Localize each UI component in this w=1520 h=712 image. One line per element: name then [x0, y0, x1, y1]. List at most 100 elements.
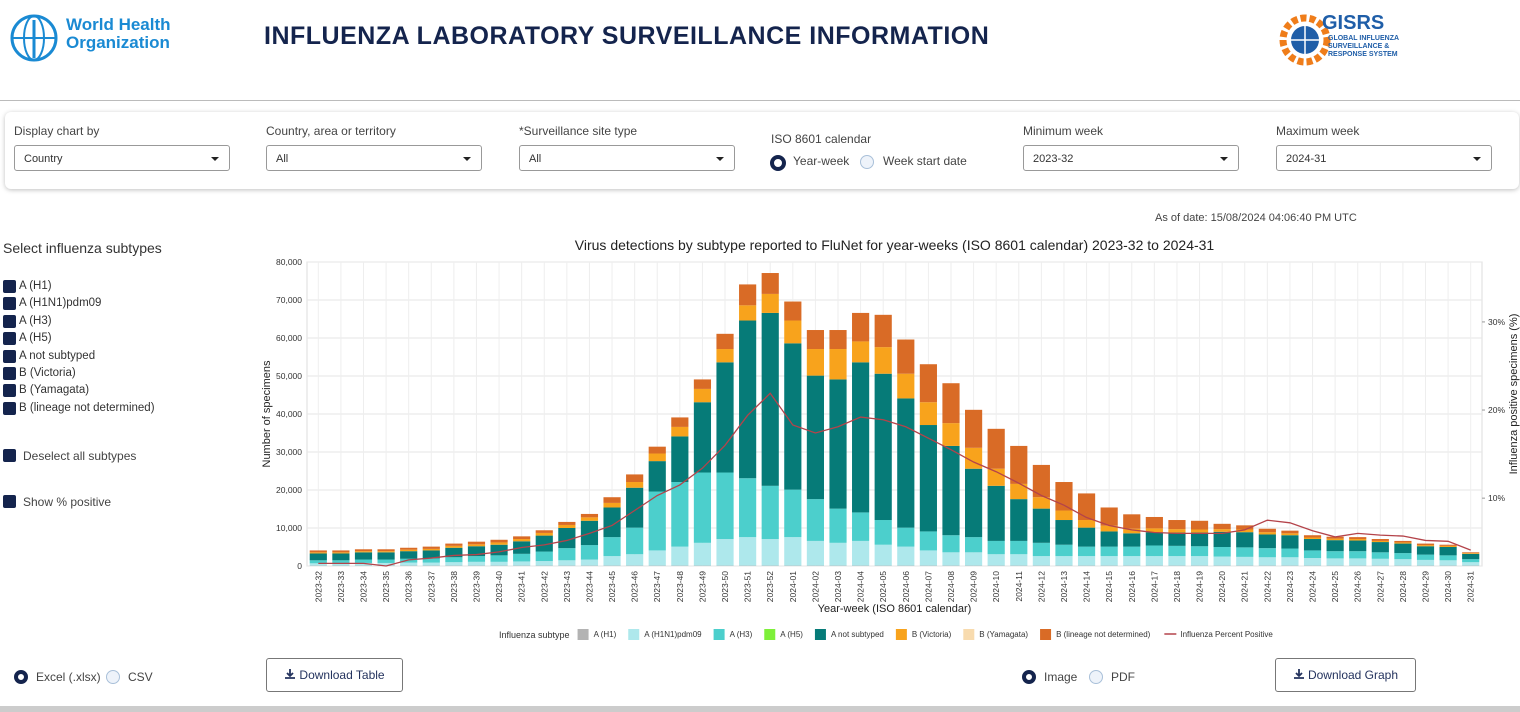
bar-segment	[400, 549, 418, 552]
checkbox[interactable]	[3, 349, 16, 363]
subtype-label[interactable]: B (lineage not determined)	[19, 401, 155, 414]
checkbox[interactable]	[3, 297, 16, 311]
bar-segment	[1258, 548, 1276, 558]
checkbox[interactable]	[3, 401, 16, 415]
show-positive[interactable]: Show % positive	[23, 495, 112, 509]
bar-segment	[535, 551, 553, 562]
radio[interactable]	[1089, 670, 1103, 684]
bar-segment	[806, 330, 824, 350]
bar-segment	[648, 446, 666, 454]
sidebar-title: Select influenza subtypes	[3, 240, 162, 256]
bar-segment	[422, 548, 440, 551]
y-tick-label: 40,000	[276, 409, 302, 419]
bar-segment	[784, 537, 802, 566]
subtype-label[interactable]: B (Victoria)	[19, 367, 76, 379]
bar-segment	[445, 557, 463, 563]
bar-segment	[535, 561, 553, 566]
download-table-button[interactable]: Download Table	[266, 658, 403, 692]
bar-segment	[513, 561, 531, 566]
bar-segment	[1213, 547, 1231, 557]
bar-segment	[761, 485, 779, 540]
checkbox[interactable]	[3, 449, 16, 462]
x-tick-label: 2023-50	[720, 571, 730, 602]
legend-label: A (H5)	[780, 630, 803, 639]
bar-segment	[1394, 543, 1412, 554]
x-tick-label: 2024-07	[923, 571, 933, 602]
checkbox[interactable]	[3, 384, 16, 398]
bar-segment	[332, 553, 350, 561]
bar-segment	[761, 273, 779, 294]
bar-segment	[332, 552, 350, 554]
legend-swatch	[577, 629, 589, 640]
radio-label: Excel (.xlsx)	[36, 670, 101, 684]
checkbox[interactable]	[3, 495, 16, 508]
bar-segment	[1394, 542, 1412, 544]
bar-segment	[806, 540, 824, 566]
bar-segment	[1010, 445, 1028, 484]
bar-segment	[1416, 546, 1435, 555]
legend-label: A (H1N1)pdm09	[644, 630, 702, 639]
checkbox[interactable]	[3, 314, 16, 328]
subtype-label[interactable]: A (H5)	[19, 332, 52, 345]
checkbox[interactable]	[3, 367, 16, 380]
subtype-label[interactable]: A (H1)	[19, 280, 52, 292]
radio[interactable]	[106, 670, 120, 684]
subtype-label[interactable]: B (Yamagata)	[19, 384, 90, 397]
bar-segment	[784, 489, 802, 538]
bar-segment	[558, 524, 576, 528]
divider	[0, 100, 1520, 101]
bar-segment	[1190, 546, 1209, 557]
dropdown[interactable]: All	[519, 145, 735, 171]
dropdown[interactable]: All	[266, 145, 482, 171]
subtype-label[interactable]: A (H3)	[19, 314, 52, 327]
subtype-label[interactable]: A (H1N1)pdm09	[19, 297, 102, 310]
radio[interactable]	[14, 670, 28, 684]
legend-swatch	[1040, 629, 1052, 640]
bar-segment	[1032, 464, 1050, 498]
legend-swatch	[814, 629, 826, 640]
bar-segment	[897, 339, 915, 374]
x-tick-label: 2023-46	[630, 571, 640, 602]
legend-swatch	[764, 629, 776, 640]
y-axis-title: Number of specimens	[261, 360, 273, 467]
bar-segment	[1236, 556, 1254, 566]
checkbox[interactable]	[3, 280, 16, 293]
bar-segment	[354, 562, 373, 566]
y-tick-label: 70,000	[276, 295, 302, 305]
bar-segment	[693, 388, 712, 403]
radio[interactable]	[770, 155, 786, 171]
bar-segment	[1439, 545, 1457, 547]
bar-segment	[1213, 531, 1231, 547]
x-tick-label: 2023-33	[336, 571, 346, 602]
bar-segment	[1439, 560, 1457, 566]
checkbox[interactable]	[3, 332, 16, 346]
dropdown[interactable]: 2024-31	[1276, 145, 1492, 171]
bar-segment	[919, 402, 937, 426]
dropdown[interactable]: Country	[14, 145, 230, 171]
x-tick-label: 2024-06	[901, 571, 911, 602]
x-tick-label: 2024-31	[1466, 571, 1476, 602]
bar-segment	[558, 521, 576, 525]
bar-segment	[942, 423, 960, 446]
bar-segment	[1281, 535, 1299, 549]
bar-segment	[1100, 546, 1118, 557]
x-tick-label: 2024-30	[1443, 571, 1453, 602]
subtype-label[interactable]: A not subtyped	[19, 349, 96, 362]
bar-segment	[580, 517, 599, 521]
x-tick-label: 2024-03	[833, 571, 843, 602]
x-tick-label: 2023-37	[426, 571, 436, 602]
bar-segment	[603, 507, 621, 538]
deselect-all[interactable]: Deselect all subtypes	[23, 449, 137, 463]
bar-segment	[1123, 528, 1141, 534]
bar-segment	[1236, 532, 1254, 548]
radio[interactable]	[1022, 670, 1036, 684]
bar-segment	[739, 284, 757, 306]
bar-segment	[1439, 547, 1457, 556]
radio[interactable]	[860, 155, 874, 169]
x-tick-label: 2024-21	[1240, 571, 1250, 602]
download-graph-button[interactable]: Download Graph	[1275, 658, 1416, 692]
dropdown[interactable]: 2023-32	[1023, 145, 1239, 171]
x-tick-label: 2024-19	[1195, 571, 1205, 602]
bar-segment	[467, 541, 486, 545]
